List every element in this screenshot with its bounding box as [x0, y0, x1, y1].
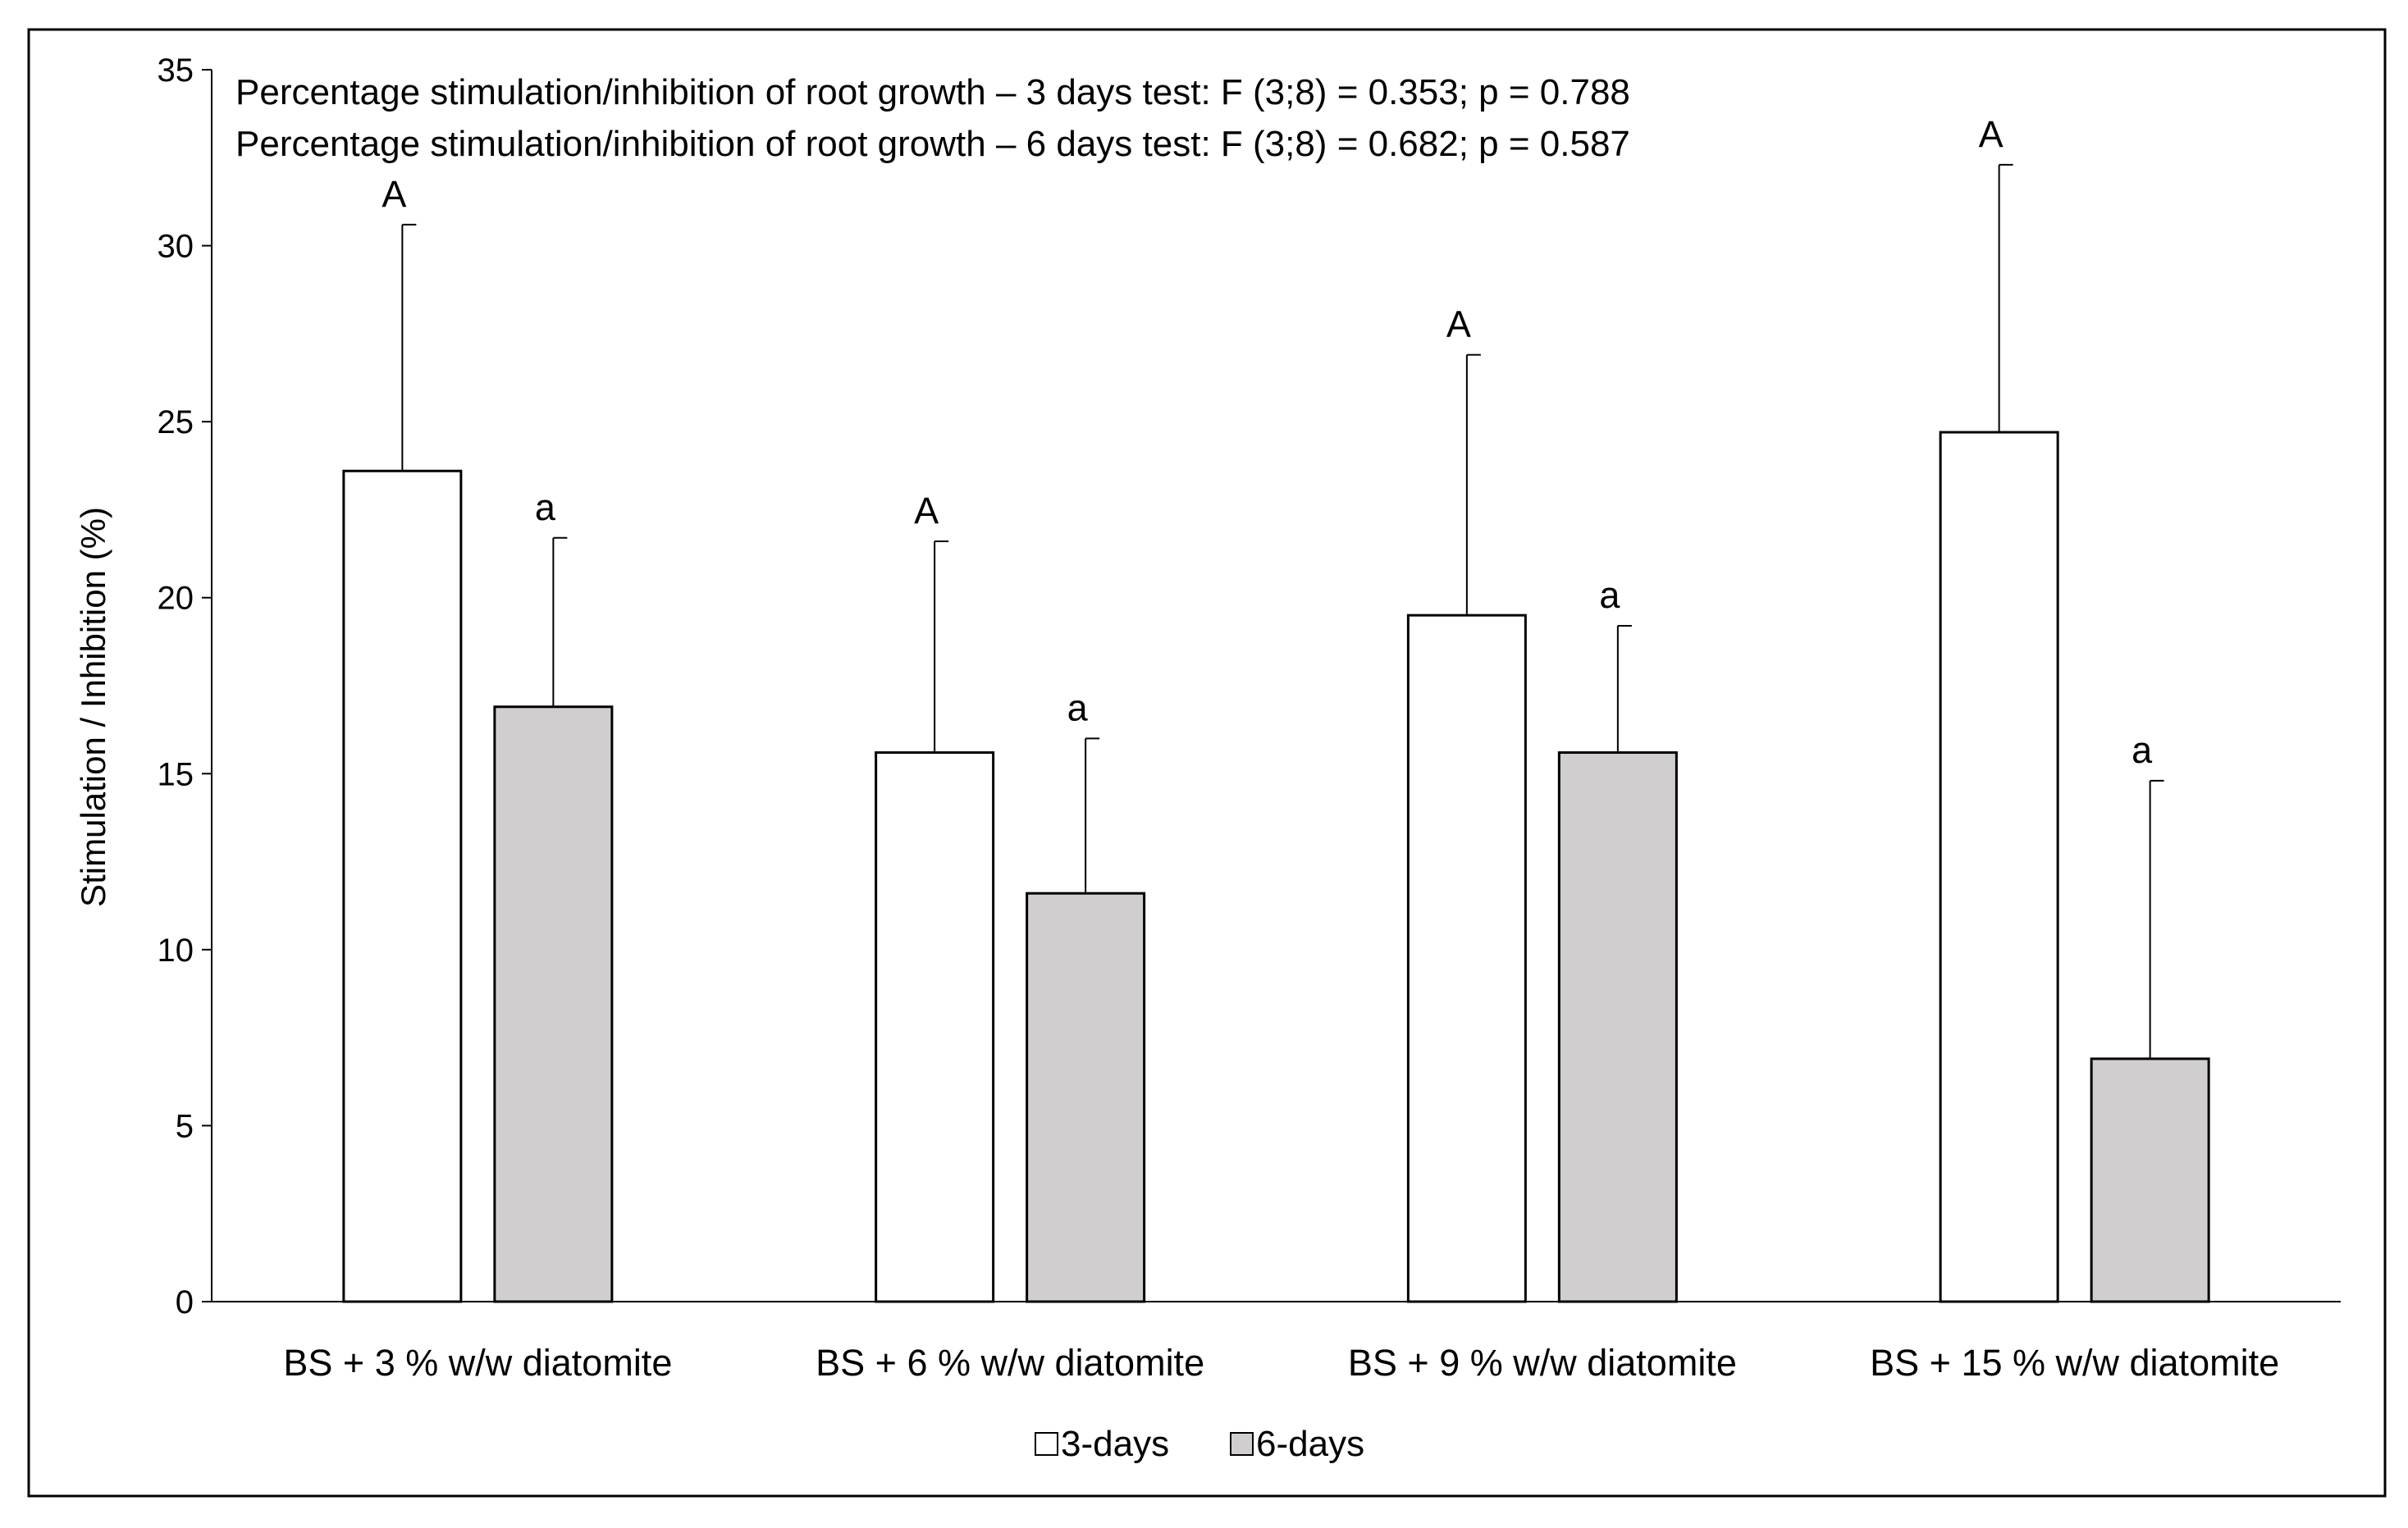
category-label: BS + 3 % w/w diatomite: [283, 1342, 672, 1384]
category-label: BS + 15 % w/w diatomite: [1870, 1342, 2279, 1384]
significance-letter-3-days-2: A: [914, 490, 939, 531]
significance-letter-6-days-1: a: [535, 486, 556, 528]
y-ticks: 0 5 10 15 20 25 30 35: [158, 52, 212, 1320]
y-tick-label: 0: [176, 1284, 194, 1320]
significance-letter-6-days-2: a: [1067, 686, 1089, 728]
y-tick-label: 25: [158, 404, 194, 440]
axes: [211, 70, 2341, 1302]
y-tick-label: 15: [158, 756, 194, 792]
category-labels: BS + 3 % w/w diatomite BS + 6 % w/w diato…: [283, 1342, 2279, 1384]
bar-6-days-1: [493, 705, 614, 1303]
y-tick-label: 5: [176, 1108, 194, 1144]
legend-swatch-6-days: [1230, 1432, 1254, 1456]
legend-label-6-days: 6-days: [1256, 1424, 1364, 1464]
annotation-3-days: Percentage stimulation/inhibition of roo…: [235, 72, 1630, 112]
bar-6-days-4: [2090, 1057, 2210, 1303]
legend-swatch-3-days: [1035, 1432, 1058, 1456]
bar-3-days-4: [1939, 431, 2059, 1303]
significance-letter-3-days-3: A: [1446, 303, 1471, 345]
bar-3-days-3: [1406, 613, 1527, 1303]
bar-6-days-3: [1557, 751, 1678, 1303]
bar-3-days-2: [875, 751, 995, 1303]
significance-letter-6-days-3: a: [1599, 574, 1620, 616]
error-bars: [401, 163, 2164, 1059]
legend: 3-days 6-days: [1035, 1424, 1364, 1464]
annotation-6-days: Percentage stimulation/inhibition of roo…: [235, 124, 1630, 164]
y-tick-label: 30: [158, 229, 194, 265]
y-tick-label: 10: [158, 933, 194, 969]
y-axis-label: Stimulation / Inhibition (%): [74, 507, 112, 907]
significance-letter-6-days-4: a: [2132, 729, 2153, 771]
category-label: BS + 6 % w/w diatomite: [816, 1342, 1204, 1384]
significance-letter-3-days-4: A: [1979, 113, 2004, 155]
significance-letter-3-days-1: A: [382, 173, 406, 215]
category-label: BS + 9 % w/w diatomite: [1348, 1342, 1737, 1384]
y-tick-label: 20: [158, 581, 194, 617]
legend-label-3-days: 3-days: [1061, 1424, 1169, 1464]
y-tick-label: 35: [158, 52, 194, 89]
annotations: Percentage stimulation/inhibition of roo…: [235, 72, 1630, 164]
significance-letters: Aa Aa Aa Aa: [382, 113, 2153, 771]
bar-6-days-2: [1026, 892, 1146, 1303]
bar-3-days-1: [342, 469, 463, 1303]
